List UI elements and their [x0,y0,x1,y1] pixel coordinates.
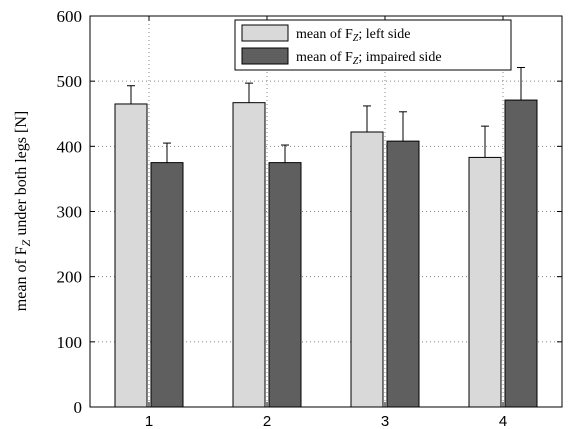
y-tick-label-500: 500 [57,72,83,91]
bar-impaired-side-2 [268,162,302,408]
legend-left-subscript: Z [353,33,359,44]
legend-label-impaired-side: mean of FZ; impaired side [296,50,442,67]
bar-impaired-side-4 [504,99,538,408]
bar-left-side-2 [232,102,266,408]
y-tick-label-400: 400 [57,137,83,156]
legend-swatch-impaired-side [241,47,289,65]
y-tick-label-100: 100 [57,333,83,352]
x-tick-label-2: 2 [263,413,271,429]
y-axis-label: mean of FZ under both legs [N] [13,111,33,311]
y-tick-label-0: 0 [74,398,83,417]
legend-swatch-left-side [241,24,289,42]
bar-left-side-4 [468,156,502,408]
bar-impaired-side-3 [386,140,420,408]
legend-impaired-subscript: Z [353,56,359,67]
grid-lines [90,16,562,407]
legend-label-left-side: mean of FZ; left side [296,27,410,44]
y-tick-label-600: 600 [57,7,83,26]
legend-left-suffix: ; left side [358,27,410,42]
y-tick-label-300: 300 [57,203,83,222]
bars [114,66,538,408]
legend-impaired-prefix: mean of F [296,50,353,65]
bar-impaired-side-1 [150,162,184,408]
bar-left-side-1 [114,103,148,408]
legend-impaired-suffix: ; impaired side [358,50,441,65]
y-axis-label-subscript: Z [19,239,33,246]
bar-left-side-3 [350,131,384,408]
y-axis-label-prefix: mean of F [13,246,30,311]
axis-ticks: 0 100 200 300 400 500 600 1 2 3 4 [57,7,562,429]
legend: mean of FZ; left side mean of FZ; impair… [234,19,512,71]
x-tick-label-4: 4 [499,413,507,429]
legend-left-prefix: mean of F [296,27,353,42]
x-tick-label-1: 1 [145,413,153,429]
x-tick-label-3: 3 [381,413,389,429]
y-tick-label-200: 200 [57,268,83,287]
y-axis-label-suffix: under both legs [N] [13,111,30,240]
